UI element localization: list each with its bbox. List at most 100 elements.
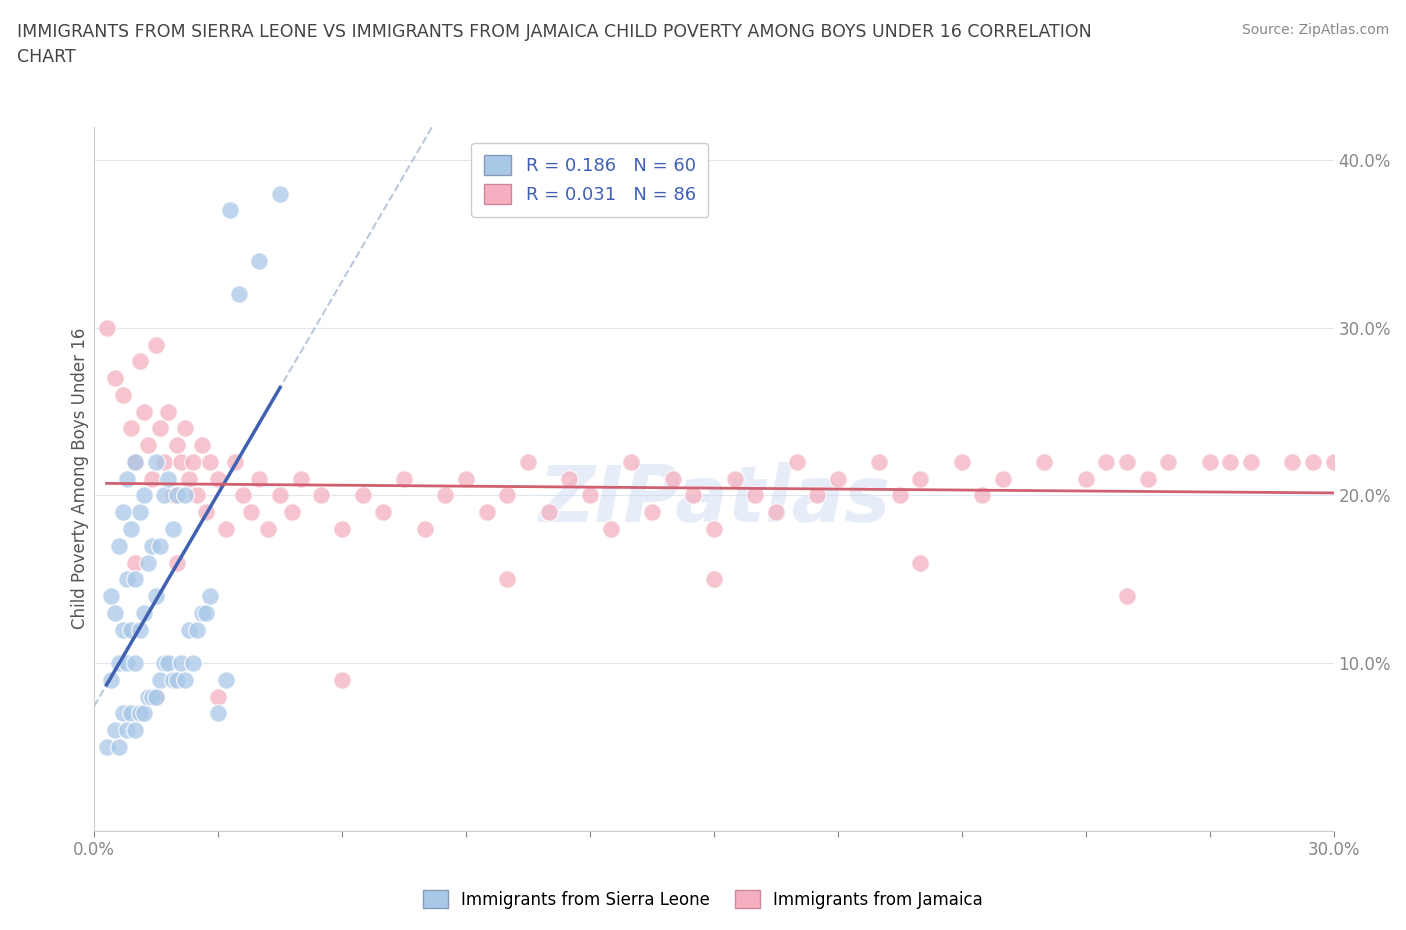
Point: [157, 405, 180, 419]
Point: [1240, 455, 1263, 470]
Point: [112, 388, 135, 403]
Point: [132, 405, 155, 419]
Point: [1033, 455, 1056, 470]
Point: [579, 488, 602, 503]
Point: [1302, 455, 1324, 470]
Point: [124, 455, 146, 470]
Point: [620, 455, 643, 470]
Point: [153, 455, 176, 470]
Point: [96, 739, 118, 754]
Point: [132, 488, 155, 503]
Point: [149, 672, 172, 687]
Point: [269, 186, 291, 201]
Point: [392, 472, 415, 486]
Point: [124, 572, 146, 587]
Point: [100, 672, 122, 687]
Point: [703, 572, 725, 587]
Point: [115, 572, 138, 587]
Point: [1219, 455, 1241, 470]
Legend: R = 0.186   N = 60, R = 0.031   N = 86: R = 0.186 N = 60, R = 0.031 N = 86: [471, 142, 709, 217]
Point: [215, 672, 238, 687]
Point: [194, 505, 217, 520]
Point: [120, 706, 142, 721]
Point: [112, 622, 135, 637]
Point: [153, 656, 176, 671]
Point: [145, 689, 167, 704]
Point: [145, 337, 167, 352]
Point: [682, 488, 704, 503]
Point: [166, 555, 188, 570]
Point: [972, 488, 994, 503]
Point: [475, 505, 498, 520]
Point: [132, 605, 155, 620]
Text: Source: ZipAtlas.com: Source: ZipAtlas.com: [1241, 23, 1389, 37]
Point: [124, 455, 146, 470]
Point: [170, 656, 193, 671]
Point: [330, 522, 353, 537]
Point: [124, 555, 146, 570]
Point: [1116, 589, 1139, 604]
Point: [128, 706, 150, 721]
Point: [599, 522, 621, 537]
Point: [454, 472, 477, 486]
Point: [141, 689, 163, 704]
Point: [104, 371, 127, 386]
Point: [174, 421, 197, 436]
Point: [352, 488, 374, 503]
Point: [765, 505, 787, 520]
Point: [1136, 472, 1159, 486]
Point: [1157, 455, 1180, 470]
Point: [413, 522, 436, 537]
Point: [207, 706, 229, 721]
Point: [145, 589, 167, 604]
Point: [558, 472, 581, 486]
Point: [166, 488, 188, 503]
Point: [198, 589, 221, 604]
Point: [910, 472, 932, 486]
Point: [157, 656, 180, 671]
Text: ZIPatlas: ZIPatlas: [537, 462, 890, 538]
Point: [104, 723, 127, 737]
Point: [149, 421, 172, 436]
Point: [174, 488, 197, 503]
Point: [373, 505, 395, 520]
Point: [120, 522, 142, 537]
Point: [186, 488, 208, 503]
Point: [269, 488, 291, 503]
Point: [247, 253, 270, 268]
Point: [950, 455, 973, 470]
Point: [215, 522, 238, 537]
Point: [149, 538, 172, 553]
Point: [330, 672, 353, 687]
Point: [120, 622, 142, 637]
Point: [112, 706, 135, 721]
Point: [1074, 472, 1097, 486]
Point: [190, 605, 212, 620]
Point: [991, 472, 1014, 486]
Point: [786, 455, 808, 470]
Point: [141, 538, 163, 553]
Point: [132, 706, 155, 721]
Point: [517, 455, 540, 470]
Point: [128, 505, 150, 520]
Point: [124, 656, 146, 671]
Point: [1116, 455, 1139, 470]
Point: [247, 472, 270, 486]
Point: [128, 354, 150, 369]
Point: [166, 672, 188, 687]
Point: [219, 203, 242, 218]
Point: [232, 488, 254, 503]
Point: [703, 522, 725, 537]
Point: [104, 605, 127, 620]
Point: [124, 723, 146, 737]
Point: [186, 622, 208, 637]
Text: IMMIGRANTS FROM SIERRA LEONE VS IMMIGRANTS FROM JAMAICA CHILD POVERTY AMONG BOYS: IMMIGRANTS FROM SIERRA LEONE VS IMMIGRAN…: [17, 23, 1091, 66]
Point: [181, 656, 204, 671]
Legend: Immigrants from Sierra Leone, Immigrants from Jamaica: Immigrants from Sierra Leone, Immigrants…: [415, 882, 991, 917]
Point: [153, 488, 176, 503]
Point: [112, 505, 135, 520]
Point: [889, 488, 911, 503]
Point: [641, 505, 664, 520]
Y-axis label: Child Poverty Among Boys Under 16: Child Poverty Among Boys Under 16: [72, 328, 89, 630]
Point: [108, 538, 131, 553]
